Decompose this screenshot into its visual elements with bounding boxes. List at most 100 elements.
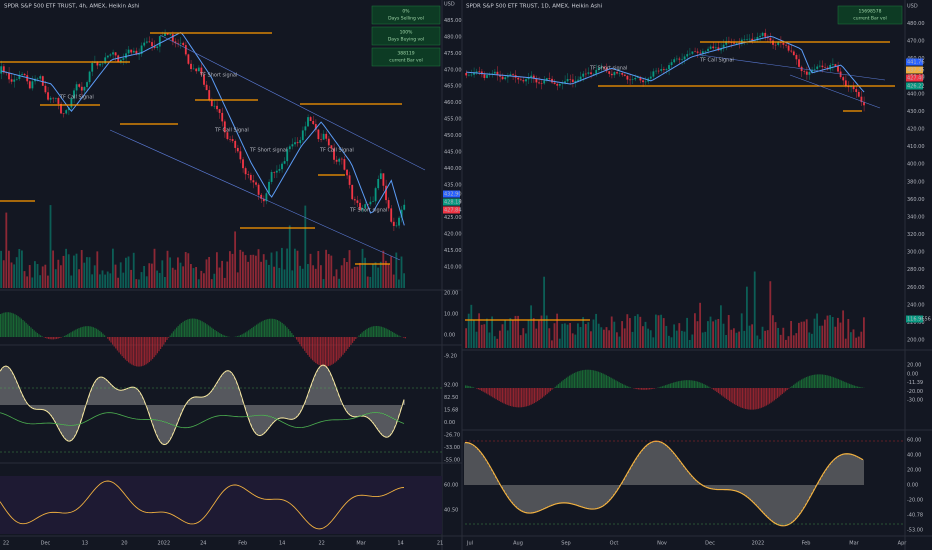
candle [493, 71, 496, 74]
volume-bar [255, 255, 257, 288]
volume-bar [335, 269, 338, 288]
volume-bar [327, 254, 330, 288]
histogram [468, 385, 470, 388]
candle [831, 64, 834, 65]
volume-bar [330, 255, 333, 288]
histogram [697, 381, 699, 388]
volume-bar [351, 268, 354, 288]
histogram [733, 388, 735, 405]
axis-label: 300.00 [907, 250, 925, 256]
histogram [521, 388, 523, 408]
candle [239, 151, 242, 160]
candle [130, 49, 133, 53]
candle [592, 73, 595, 75]
histogram [177, 325, 179, 337]
histogram [775, 388, 777, 400]
histogram [281, 322, 283, 337]
histogram [805, 377, 807, 388]
volume-bar [156, 270, 159, 288]
histogram [144, 337, 146, 366]
volume-bar [257, 249, 260, 288]
histogram [78, 328, 80, 337]
candle [844, 80, 847, 87]
histogram [161, 337, 163, 347]
histogram [363, 331, 365, 337]
candle [714, 47, 717, 49]
volume-bar [558, 338, 561, 348]
axis-label: 450.00 [444, 133, 462, 139]
histogram [714, 388, 716, 391]
volume-bar [242, 251, 244, 288]
histogram [490, 388, 492, 397]
histogram [0, 314, 2, 337]
volume-bar [171, 267, 174, 288]
volume-bar [694, 313, 696, 348]
histogram [842, 381, 844, 388]
histogram [825, 374, 827, 388]
candle [467, 74, 470, 76]
histogram [113, 337, 115, 347]
histogram [19, 317, 21, 337]
histogram [112, 337, 114, 345]
histogram [238, 335, 240, 337]
candle [179, 42, 182, 44]
histogram [626, 386, 628, 388]
osc-line [0, 412, 405, 429]
histogram [254, 325, 256, 337]
candle [699, 52, 702, 54]
histogram [155, 337, 157, 356]
histogram [682, 380, 684, 388]
histogram [786, 388, 788, 390]
volume-bar [761, 326, 764, 348]
candle [359, 202, 361, 210]
histogram [524, 388, 526, 407]
histogram [176, 327, 178, 337]
histogram [219, 333, 221, 337]
histogram [745, 388, 747, 409]
volume-bar [501, 324, 504, 348]
histogram [120, 337, 122, 355]
histogram [193, 318, 195, 337]
label: 100% [400, 30, 414, 36]
histogram [14, 314, 16, 337]
histogram [813, 374, 815, 388]
trend-line [789, 74, 881, 109]
candle [330, 145, 333, 149]
volume-bar [808, 332, 811, 348]
histogram [513, 388, 515, 407]
histogram [148, 337, 150, 362]
volume-bar [829, 315, 832, 348]
candle [88, 71, 91, 83]
candle [31, 81, 34, 89]
label: current Bar vol [389, 58, 422, 64]
axis-label: 82.50 [444, 395, 458, 401]
histogram [201, 321, 203, 337]
histogram [158, 337, 160, 352]
histogram [4, 312, 6, 337]
candle [247, 174, 250, 175]
histogram [214, 330, 216, 337]
candle [696, 51, 699, 53]
histogram [738, 388, 740, 407]
histogram [505, 388, 507, 405]
candle [96, 61, 99, 66]
volume-bar [34, 261, 36, 288]
histogram [249, 329, 251, 337]
x-axis-label: Dec [705, 541, 715, 547]
histogram [741, 388, 743, 408]
candle [540, 83, 543, 84]
volume-bar [101, 270, 104, 288]
volume-bar [112, 248, 114, 288]
volume-bar [803, 321, 806, 348]
histogram [559, 382, 561, 388]
candle [62, 113, 65, 115]
candle [795, 55, 798, 60]
candle [863, 102, 865, 106]
histogram [225, 336, 227, 337]
signal-label: TF Short signal [349, 208, 387, 214]
histogram [198, 319, 200, 337]
histogram [22, 319, 24, 337]
candle [281, 163, 283, 170]
volume-bar [322, 279, 325, 288]
volume-bar [855, 337, 858, 348]
